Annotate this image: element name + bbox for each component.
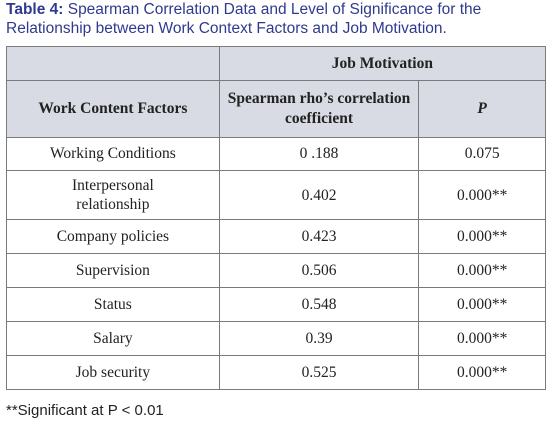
factor-cell: Company policies <box>6 219 220 254</box>
table-caption-label: Table 4: <box>6 1 64 18</box>
header-work-content-factors: Work Content Factors <box>6 80 220 138</box>
header-spearman-rho: Spearman rho’s correlation coefficient <box>218 80 420 138</box>
p-cell: 0.000** <box>418 253 546 288</box>
rho-cell: 0 .188 <box>218 137 420 171</box>
rho-cell: 0.525 <box>218 355 420 390</box>
factor-cell: Working Conditions <box>6 137 220 171</box>
table-row: Company policies 0.423 0.000** <box>6 219 546 254</box>
table-group-header-row: Job Motivation <box>6 46 547 81</box>
rho-cell: 0.39 <box>218 321 420 356</box>
table-row: Supervision 0.506 0.000** <box>6 253 546 288</box>
table-row: Job security 0.525 0.000** <box>6 355 546 390</box>
table-row: Interpersonal relationship 0.402 0.000** <box>6 170 546 220</box>
table-caption-text: Spearman Correlation Data and Level of S… <box>6 1 482 37</box>
p-cell: 0.000** <box>418 219 546 254</box>
p-cell: 0.000** <box>418 355 546 390</box>
p-cell: 0.075 <box>418 137 546 171</box>
header-p-value: P <box>418 80 546 138</box>
p-cell: 0.000** <box>418 321 546 356</box>
factor-text: Interpersonal relationship <box>71 177 154 213</box>
empty-header-cell <box>6 46 220 81</box>
p-cell: 0.000** <box>418 287 546 322</box>
table-row: Salary 0.39 0.000** <box>6 321 546 356</box>
factor-cell: Salary <box>6 321 220 356</box>
p-cell: 0.000** <box>418 170 546 220</box>
table-row: Working Conditions 0 .188 0.075 <box>6 137 546 171</box>
rho-cell: 0.402 <box>218 170 420 220</box>
factor-cell: Interpersonal relationship <box>6 170 220 220</box>
group-header-job-motivation: Job Motivation <box>218 46 547 81</box>
rho-cell: 0.506 <box>218 253 420 288</box>
table-caption: Table 4: Spearman Correlation Data and L… <box>6 0 552 38</box>
rho-cell: 0.423 <box>218 219 420 254</box>
rho-cell: 0.548 <box>218 287 420 322</box>
table-row: Status 0.548 0.000** <box>6 287 546 322</box>
factor-cell: Status <box>6 287 220 322</box>
correlation-table: Job Motivation Work Content Factors Spea… <box>6 46 547 390</box>
factor-cell: Supervision <box>6 253 220 288</box>
table-footnote: **Significant at P < 0.01 <box>6 402 164 419</box>
factor-cell: Job security <box>6 355 220 390</box>
table-header-row: Work Content Factors Spearman rho’s corr… <box>6 80 546 138</box>
